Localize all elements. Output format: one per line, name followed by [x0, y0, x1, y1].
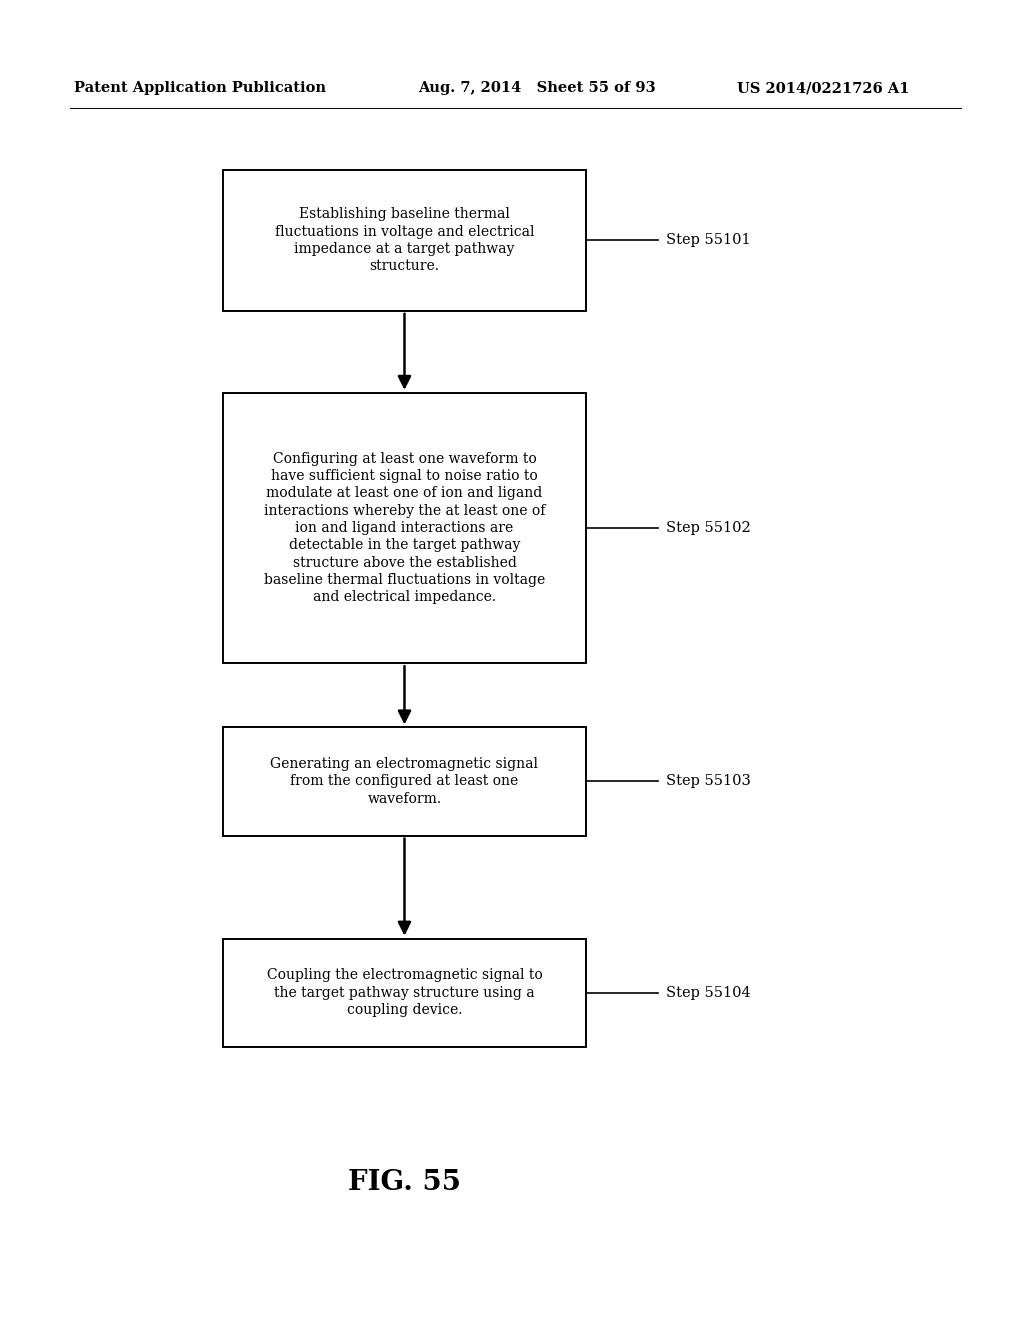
Text: Generating an electromagnetic signal
from the configured at least one
waveform.: Generating an electromagnetic signal fro…: [270, 758, 539, 805]
Text: Step 55104: Step 55104: [667, 986, 751, 999]
Text: Patent Application Publication: Patent Application Publication: [74, 82, 326, 95]
Text: Configuring at least one waveform to
have sufficient signal to noise ratio to
mo: Configuring at least one waveform to hav…: [264, 451, 545, 605]
Text: Coupling the electromagnetic signal to
the target pathway structure using a
coup: Coupling the electromagnetic signal to t…: [266, 969, 543, 1016]
Text: Establishing baseline thermal
fluctuations in voltage and electrical
impedance a: Establishing baseline thermal fluctuatio…: [274, 207, 535, 273]
Text: US 2014/0221726 A1: US 2014/0221726 A1: [737, 82, 909, 95]
Text: FIG. 55: FIG. 55: [348, 1170, 461, 1196]
FancyBboxPatch shape: [223, 727, 586, 836]
FancyBboxPatch shape: [223, 393, 586, 663]
Text: Step 55103: Step 55103: [667, 775, 751, 788]
FancyBboxPatch shape: [223, 170, 586, 312]
FancyBboxPatch shape: [223, 939, 586, 1047]
Text: Step 55101: Step 55101: [667, 234, 751, 247]
Text: Aug. 7, 2014   Sheet 55 of 93: Aug. 7, 2014 Sheet 55 of 93: [418, 82, 655, 95]
Text: Step 55102: Step 55102: [667, 521, 751, 535]
